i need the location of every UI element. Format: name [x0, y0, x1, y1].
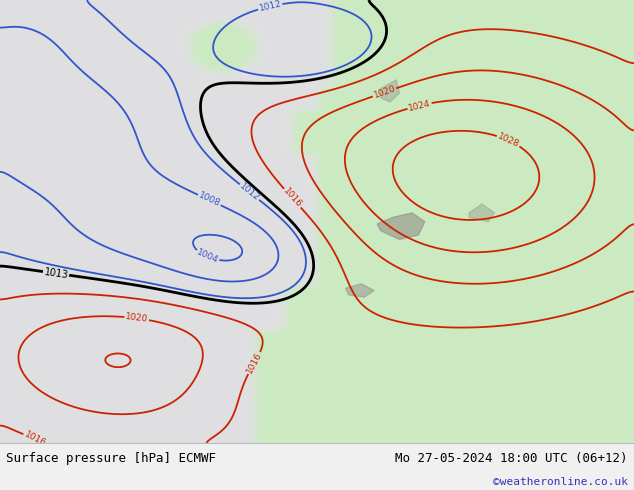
Text: 1012: 1012 [258, 0, 282, 13]
Polygon shape [346, 284, 374, 297]
Text: 1008: 1008 [197, 191, 222, 209]
Text: 1012: 1012 [238, 181, 261, 203]
Text: Surface pressure [hPa] ECMWF: Surface pressure [hPa] ECMWF [6, 452, 216, 465]
Text: 1013: 1013 [43, 267, 69, 280]
Text: 1028: 1028 [496, 132, 521, 149]
Text: 1016: 1016 [281, 187, 304, 210]
Text: Mo 27-05-2024 18:00 UTC (06+12): Mo 27-05-2024 18:00 UTC (06+12) [395, 452, 628, 465]
Text: 1020: 1020 [372, 84, 397, 100]
Polygon shape [380, 80, 399, 102]
Polygon shape [377, 213, 425, 240]
Text: 1024: 1024 [408, 98, 432, 113]
Text: ©weatheronline.co.uk: ©weatheronline.co.uk [493, 477, 628, 487]
Text: 1016: 1016 [245, 351, 264, 375]
Text: 1020: 1020 [125, 313, 148, 324]
Polygon shape [469, 204, 495, 221]
Text: 1004: 1004 [195, 248, 220, 266]
Text: 1016: 1016 [23, 430, 48, 448]
